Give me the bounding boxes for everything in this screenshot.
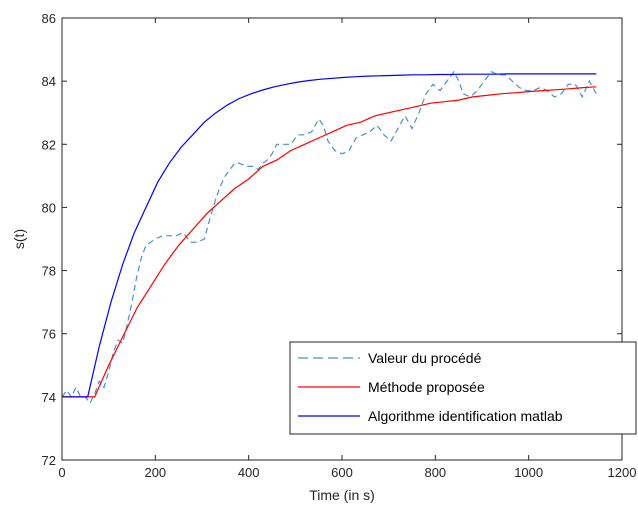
axes-layer: 0 200 400 600 800 1000 1200 72 74 76 78 80 82 84 86: [42, 11, 637, 480]
legend-box: [289, 341, 637, 435]
series-line-2: [62, 73, 597, 398]
series-layer: [61, 70, 597, 405]
x-tick-label: 1200: [608, 465, 637, 480]
x-tick-label: 1000: [514, 465, 543, 480]
y-tick-label: 86: [42, 11, 56, 26]
x-tick-label: 0: [58, 465, 65, 480]
x-tick-label: 400: [238, 465, 260, 480]
series-line-0: [61, 70, 597, 405]
legend-label-0: Valeur du procédé: [368, 350, 482, 366]
y-axis-title: s(t): [11, 229, 27, 249]
y-tick-label: 78: [42, 264, 56, 279]
legend-label-1: Méthode proposée: [368, 379, 485, 395]
x-tick-label: 800: [424, 465, 446, 480]
y-tick-label: 80: [42, 200, 56, 215]
x-axis-title: Time (in s): [309, 487, 375, 503]
legend: Valeur du procédé Méthode proposée Algorit…: [289, 341, 637, 435]
y-tick-label: 76: [42, 327, 56, 342]
x-tick-label: 600: [331, 465, 353, 480]
x-tick-label: 200: [144, 465, 166, 480]
series-line-1: [62, 86, 597, 398]
y-tick-label: 74: [42, 390, 56, 405]
y-tick-label: 84: [42, 74, 56, 89]
y-tick-label: 82: [42, 137, 56, 152]
legend-label-2: Algorithme identification matlab: [368, 408, 563, 424]
y-tick-label: 72: [42, 453, 56, 468]
